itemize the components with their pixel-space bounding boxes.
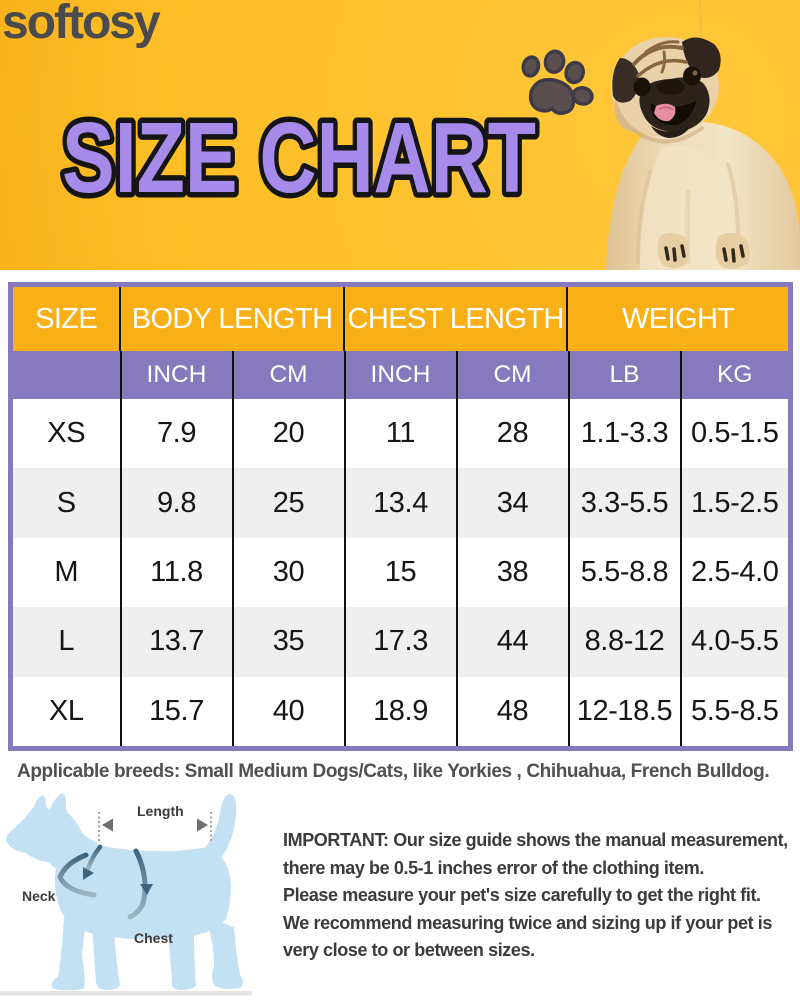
- svg-text:Length: Length: [137, 803, 184, 819]
- svg-text:Neck: Neck: [22, 888, 56, 904]
- svg-text:SIZE CHART: SIZE CHART: [62, 102, 536, 210]
- svg-text:Chest: Chest: [134, 930, 173, 946]
